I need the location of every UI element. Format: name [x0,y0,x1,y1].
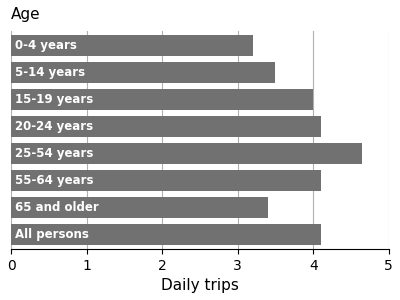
Text: 5-14 years: 5-14 years [15,66,85,79]
Bar [11,62,276,83]
Text: 25-54 years: 25-54 years [15,147,94,160]
Bar [11,89,313,110]
Text: Age: Age [11,8,41,22]
Bar [11,35,253,56]
Text: 65 and older: 65 and older [15,201,99,214]
Bar [11,170,321,191]
Bar [11,224,321,244]
Bar [11,143,362,164]
Bar [11,197,268,218]
Text: 55-64 years: 55-64 years [15,174,94,187]
Text: All persons: All persons [15,228,89,241]
X-axis label: Daily trips: Daily trips [161,278,239,293]
Text: 0-4 years: 0-4 years [15,39,77,52]
Bar [11,116,321,137]
Text: 20-24 years: 20-24 years [15,120,93,133]
Text: 15-19 years: 15-19 years [15,93,93,106]
